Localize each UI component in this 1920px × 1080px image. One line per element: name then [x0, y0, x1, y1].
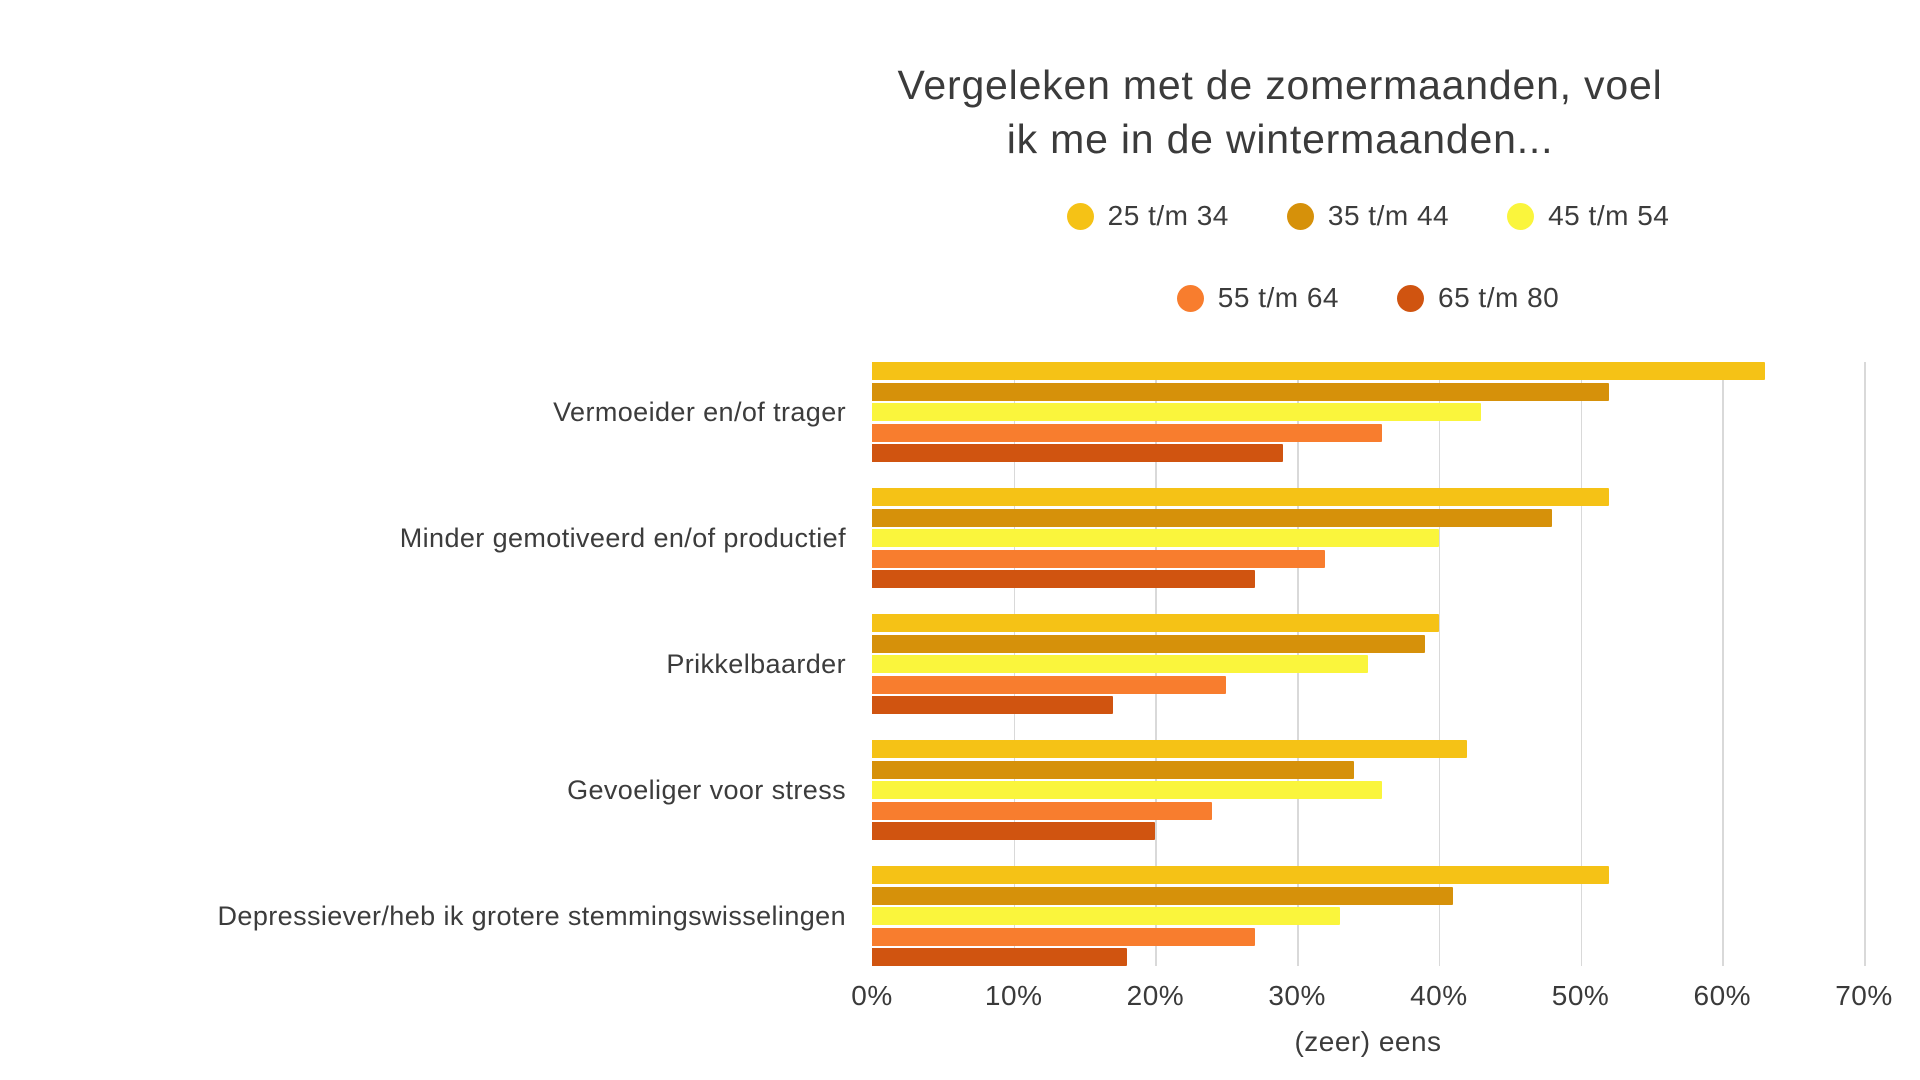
x-tick-label: 40% — [1410, 980, 1468, 1011]
bar — [872, 549, 1326, 568]
bar — [872, 488, 1609, 506]
bar — [872, 508, 1553, 527]
chart-title: Vergeleken met de zomermaanden, voel ik … — [700, 58, 1860, 166]
legend-item: 35 t/m 44 — [1286, 200, 1450, 232]
x-tick-label: 20% — [1126, 980, 1185, 1011]
bar-group — [872, 866, 1864, 966]
legend-marker-icon — [1066, 202, 1094, 230]
x-tick-label: 60% — [1693, 980, 1752, 1011]
legend-marker-icon — [1176, 284, 1204, 312]
gridline — [1580, 362, 1583, 966]
category-label: Depressiever/heb ik grotere stemmingswis… — [217, 900, 846, 931]
category-label: Minder gemotiveerd en/of productief — [399, 522, 846, 553]
bar — [872, 529, 1439, 547]
bar — [872, 927, 1255, 946]
x-axis: 0% 10% 20% 30% 40% 50% 60% 70% — [851, 980, 1892, 1016]
x-axis-title: (zeer) eens — [1294, 1026, 1442, 1057]
bar — [872, 655, 1368, 673]
bar — [872, 886, 1454, 905]
bar — [872, 696, 1113, 714]
bar — [872, 423, 1383, 442]
bar — [872, 760, 1354, 779]
legend-label: 55 t/m 64 — [1217, 282, 1339, 313]
category-label: Prikkelbaarder — [666, 648, 846, 679]
bar — [872, 948, 1128, 966]
legend-label: 25 t/m 34 — [1107, 200, 1229, 231]
bar-group — [872, 362, 1864, 462]
legend-marker-icon — [1286, 202, 1314, 230]
gridline — [1864, 362, 1866, 966]
bar — [872, 634, 1425, 653]
legend-marker-icon — [1397, 284, 1424, 312]
bar — [872, 444, 1283, 462]
bar-group — [872, 740, 1864, 840]
legend-label: 45 t/m 54 — [1548, 200, 1670, 231]
legend-marker-icon — [1507, 202, 1535, 230]
bar — [872, 362, 1765, 380]
bar — [872, 801, 1213, 820]
x-tick-label: 30% — [1268, 980, 1326, 1011]
category-label: Vermoeider en/of trager — [553, 396, 846, 427]
legend-item: 65 t/m 80 — [1397, 282, 1559, 314]
legend-item: 55 t/m 64 — [1176, 282, 1339, 314]
gridline — [1438, 362, 1441, 966]
bar — [872, 382, 1609, 401]
bar — [872, 614, 1439, 632]
legend-label: 65 t/m 80 — [1438, 282, 1560, 313]
gridline — [1722, 362, 1724, 966]
bar — [872, 403, 1482, 421]
x-tick-label: 0% — [851, 980, 893, 1011]
legend-row-2: 55 t/m 64 65 t/m 80 — [872, 282, 1864, 314]
bar — [872, 866, 1609, 884]
legend-row-1: 25 t/m 34 35 t/m 44 45 t/m 54 — [872, 200, 1864, 232]
bar — [872, 570, 1255, 588]
category-label: Gevoeliger voor stress — [567, 774, 846, 805]
bar-group — [872, 488, 1864, 588]
bar — [872, 781, 1383, 799]
legend-item: 45 t/m 54 — [1507, 200, 1669, 232]
chart-title-line-1: Vergeleken met de zomermaanden, voel — [897, 62, 1663, 108]
category-labels: Vermoeider en/of trager Minder gemotiveer… — [0, 362, 846, 966]
bar — [872, 907, 1340, 925]
legend-label: 35 t/m 44 — [1327, 200, 1450, 231]
x-tick-label: 50% — [1551, 980, 1610, 1011]
chart-title-line-2: ik me in de wintermaanden... — [1006, 116, 1554, 163]
plot-area — [872, 362, 1866, 966]
bar — [872, 740, 1468, 758]
bar-group — [872, 614, 1864, 714]
bar — [872, 675, 1227, 694]
x-tick-label: 70% — [1835, 980, 1893, 1011]
legend-item: 25 t/m 34 — [1066, 200, 1229, 232]
x-tick-label: 10% — [984, 980, 1043, 1011]
bar — [872, 822, 1156, 840]
